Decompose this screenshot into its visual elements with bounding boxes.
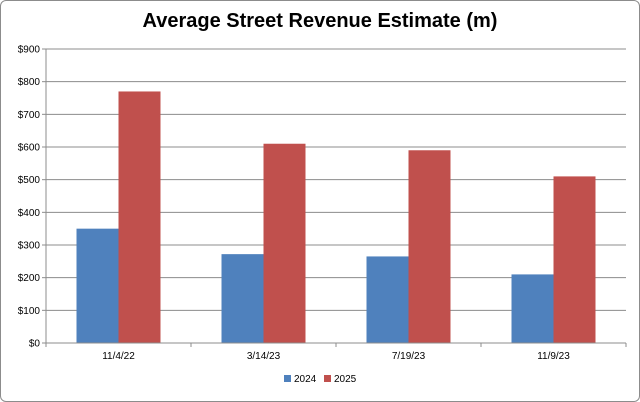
bar-2025-0 [118, 91, 161, 343]
legend-label-2025: 2025 [334, 374, 357, 385]
bar-2025-1 [263, 143, 306, 343]
legend: 2024 2025 [284, 374, 357, 385]
y-tick-label: $600 [18, 143, 41, 154]
chart-title: Average Street Revenue Estimate (m) [142, 10, 498, 32]
x-tick-label: 7/19/23 [392, 351, 426, 362]
bar-2025-2 [408, 150, 451, 343]
y-tick-label: $500 [18, 175, 41, 186]
y-tick-label: $200 [18, 273, 41, 284]
x-tick-label: 11/4/22 [102, 351, 135, 362]
y-tick-label: $800 [18, 77, 41, 88]
bar-2024-0 [76, 228, 119, 343]
bar-2024-2 [366, 256, 409, 343]
x-axis-tick-labels: 11/4/22 3/14/23 7/19/23 11/9/23 [102, 351, 570, 362]
y-tick-label: $100 [18, 306, 41, 317]
bars [76, 91, 596, 343]
y-tick-label: $0 [29, 339, 41, 350]
y-axis-tick-labels: $0 $100 $200 $300 $400 $500 $600 $700 $800 $900 [18, 45, 41, 350]
bar-2024-1 [221, 254, 264, 343]
legend-label-2024: 2024 [294, 374, 317, 385]
y-tick-label: $900 [18, 45, 41, 56]
y-tick-label: $300 [18, 241, 41, 252]
y-tick-label: $700 [18, 110, 41, 121]
legend-swatch-2025 [324, 375, 331, 382]
y-tick-label: $400 [18, 208, 41, 219]
x-tick-label: 11/9/23 [537, 351, 570, 362]
bar-2025-3 [553, 176, 596, 343]
bar-2024-3 [511, 274, 554, 343]
axes [45, 49, 627, 347]
x-tick-label: 3/14/23 [247, 351, 281, 362]
legend-swatch-2024 [284, 375, 291, 382]
